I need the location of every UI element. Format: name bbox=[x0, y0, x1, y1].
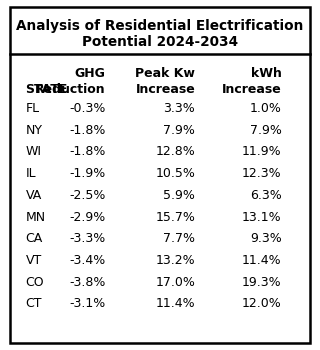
Text: 19.3%: 19.3% bbox=[242, 275, 282, 289]
Text: Reduction: Reduction bbox=[35, 83, 106, 96]
Text: -3.8%: -3.8% bbox=[69, 275, 106, 289]
Text: NY: NY bbox=[26, 124, 43, 137]
Text: 11.4%: 11.4% bbox=[242, 254, 282, 267]
Text: 11.9%: 11.9% bbox=[242, 145, 282, 159]
Text: Peak Kw: Peak Kw bbox=[135, 67, 195, 80]
Text: -3.1%: -3.1% bbox=[69, 297, 106, 310]
Text: -2.9%: -2.9% bbox=[69, 210, 106, 224]
Text: 13.2%: 13.2% bbox=[156, 254, 195, 267]
Text: 15.7%: 15.7% bbox=[155, 210, 195, 224]
Text: -1.8%: -1.8% bbox=[69, 124, 106, 137]
Text: CT: CT bbox=[26, 297, 42, 310]
Text: kWh: kWh bbox=[251, 67, 282, 80]
Text: Increase: Increase bbox=[222, 83, 282, 96]
Text: -1.8%: -1.8% bbox=[69, 145, 106, 159]
Text: 7.7%: 7.7% bbox=[163, 232, 195, 245]
Text: 3.3%: 3.3% bbox=[164, 102, 195, 115]
Text: IL: IL bbox=[26, 167, 36, 180]
Text: VT: VT bbox=[26, 254, 42, 267]
Text: 13.1%: 13.1% bbox=[242, 210, 282, 224]
Text: 12.0%: 12.0% bbox=[242, 297, 282, 310]
Text: -1.9%: -1.9% bbox=[69, 167, 106, 180]
Text: Potential 2024-2034: Potential 2024-2034 bbox=[82, 35, 238, 49]
Text: -0.3%: -0.3% bbox=[69, 102, 106, 115]
Text: 12.3%: 12.3% bbox=[242, 167, 282, 180]
Text: 9.3%: 9.3% bbox=[250, 232, 282, 245]
Text: CO: CO bbox=[26, 275, 44, 289]
Text: 11.4%: 11.4% bbox=[156, 297, 195, 310]
Text: 7.9%: 7.9% bbox=[163, 124, 195, 137]
Text: Analysis of Residential Electrification: Analysis of Residential Electrification bbox=[16, 19, 304, 33]
Text: 12.8%: 12.8% bbox=[156, 145, 195, 159]
Text: 7.9%: 7.9% bbox=[250, 124, 282, 137]
Text: 10.5%: 10.5% bbox=[155, 167, 195, 180]
Text: STATE: STATE bbox=[26, 83, 68, 96]
Text: GHG: GHG bbox=[75, 67, 106, 80]
Text: 5.9%: 5.9% bbox=[163, 189, 195, 202]
Text: 17.0%: 17.0% bbox=[155, 275, 195, 289]
Text: MN: MN bbox=[26, 210, 46, 224]
Text: FL: FL bbox=[26, 102, 40, 115]
Text: Increase: Increase bbox=[135, 83, 195, 96]
Text: 1.0%: 1.0% bbox=[250, 102, 282, 115]
Text: CA: CA bbox=[26, 232, 43, 245]
Text: -3.4%: -3.4% bbox=[69, 254, 106, 267]
Text: VA: VA bbox=[26, 189, 42, 202]
Text: -3.3%: -3.3% bbox=[69, 232, 106, 245]
Text: -2.5%: -2.5% bbox=[69, 189, 106, 202]
Text: 6.3%: 6.3% bbox=[250, 189, 282, 202]
Text: WI: WI bbox=[26, 145, 42, 159]
